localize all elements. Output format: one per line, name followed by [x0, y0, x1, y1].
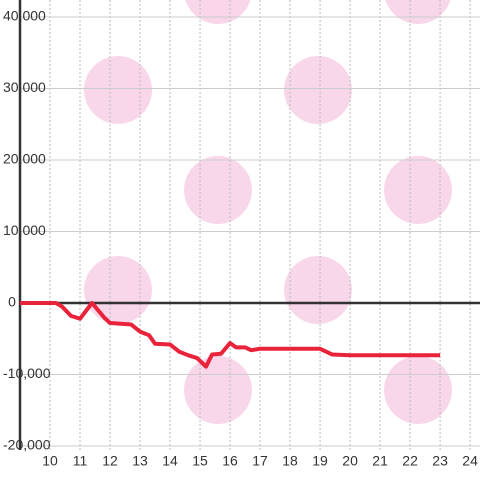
- data-line: [20, 301, 441, 369]
- y-tick-label: 40,000: [3, 8, 46, 24]
- watermark: [185, 0, 251, 24]
- y-tick-label: 10,000: [3, 222, 46, 238]
- x-tick-label: 18: [282, 453, 298, 469]
- watermark: [384, 356, 452, 424]
- watermark: [184, 156, 252, 224]
- y-tick-label: -20,000: [3, 437, 51, 453]
- y-tick-label: 30,000: [3, 79, 46, 95]
- watermark: [384, 156, 452, 224]
- watermark: [184, 356, 252, 424]
- x-tick-label: 23: [432, 453, 448, 469]
- x-tick-label: 11: [73, 453, 88, 469]
- x-tick-label: 24: [462, 453, 478, 469]
- x-tick-label: 16: [222, 453, 238, 469]
- x-tick-label: 19: [312, 453, 328, 469]
- x-tick-label: 10: [42, 453, 58, 469]
- x-tick-label: 12: [102, 453, 118, 469]
- x-tick-label: 20: [342, 453, 358, 469]
- x-tick-label: 14: [162, 453, 178, 469]
- watermark: [284, 56, 352, 124]
- x-tick-label: 13: [132, 453, 148, 469]
- watermark: [385, 0, 451, 24]
- watermark: [84, 256, 152, 324]
- watermark: [284, 256, 352, 324]
- x-tick-label: 17: [252, 453, 268, 469]
- watermark: [84, 56, 152, 124]
- watermarks: [84, 0, 452, 424]
- x-tick-label: 15: [192, 453, 208, 469]
- y-tick-label: 0: [8, 294, 16, 310]
- x-tick-label: 21: [372, 453, 388, 469]
- y-tick-label: 20,000: [3, 151, 46, 167]
- x-tick-label: 22: [402, 453, 418, 469]
- y-tick-label: -10,000: [3, 365, 51, 381]
